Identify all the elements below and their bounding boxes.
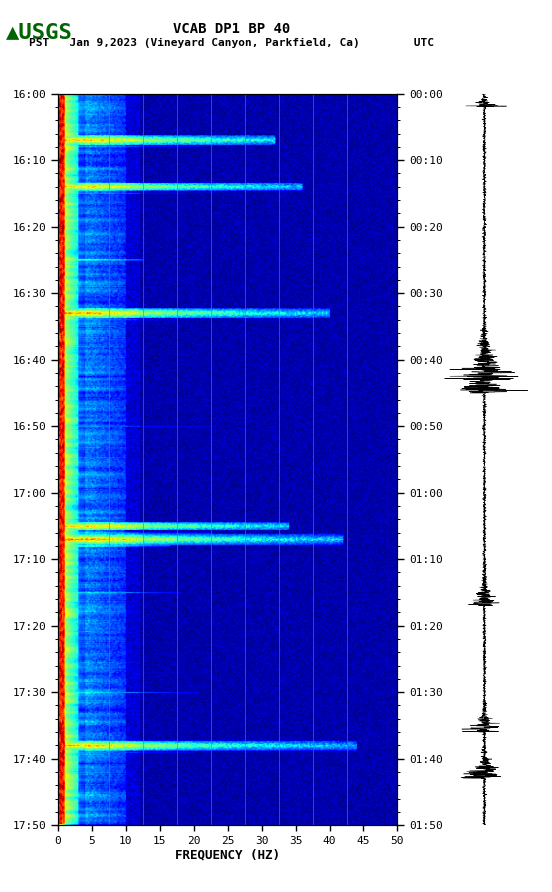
Text: ▲USGS: ▲USGS [6,22,72,42]
Text: VCAB DP1 BP 40: VCAB DP1 BP 40 [173,22,290,37]
Text: PST   Jan 9,2023 (Vineyard Canyon, Parkfield, Ca)        UTC: PST Jan 9,2023 (Vineyard Canyon, Parkfie… [29,38,434,48]
X-axis label: FREQUENCY (HZ): FREQUENCY (HZ) [175,848,280,862]
